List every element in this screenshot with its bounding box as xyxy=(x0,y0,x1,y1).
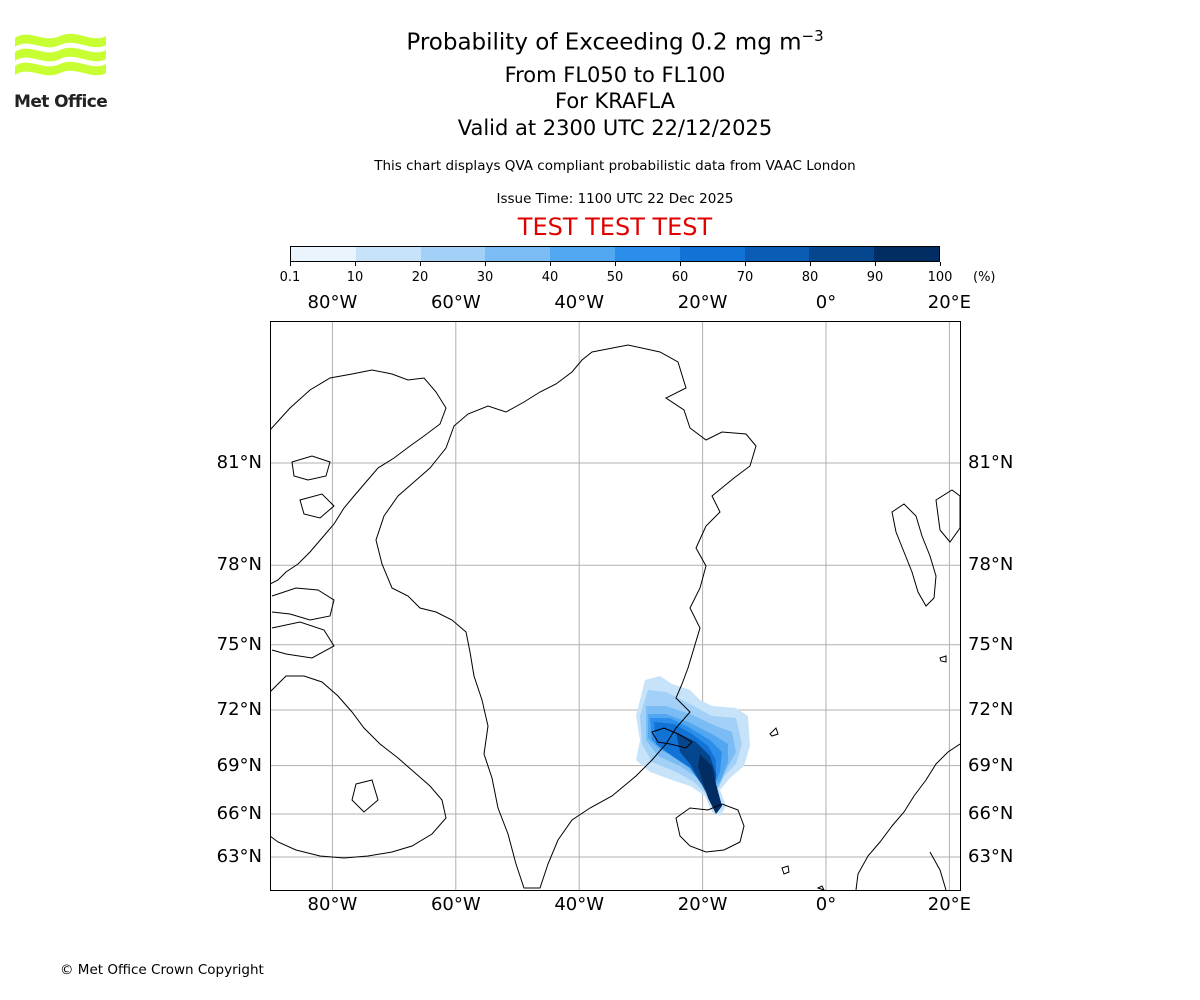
colorbar-tick-label: 20 xyxy=(411,270,429,285)
longitude-label: 80°W xyxy=(307,894,358,915)
colorbar-tick-label: 100 xyxy=(927,270,953,285)
coastline-fjords xyxy=(651,727,693,749)
colorbar-segment xyxy=(355,247,421,261)
graticule xyxy=(270,321,960,890)
copyright: © Met Office Crown Copyright xyxy=(60,962,264,978)
colorbar-segment xyxy=(744,247,810,261)
colorbar-tick-label: 60 xyxy=(671,270,689,285)
colorbar-tick-label: 30 xyxy=(476,270,494,285)
coastlines xyxy=(270,344,960,890)
title-prefix: Probability of Exceeding 0.2 mg m xyxy=(406,29,802,56)
test-banner: TEST TEST TEST xyxy=(517,213,713,241)
colorbar-tick-label: 40 xyxy=(541,270,559,285)
colorbar-tick-label: 80 xyxy=(801,270,819,285)
colorbar-segment xyxy=(809,247,875,261)
latitude-label: 81°N xyxy=(968,452,1014,473)
colorbar-segment xyxy=(291,247,356,261)
subtitle-levels: From FL050 to FL100 xyxy=(504,63,726,87)
colorbar-tick-mark xyxy=(419,262,421,266)
longitude-label: 40°W xyxy=(554,292,605,313)
longitude-label: 40°W xyxy=(554,894,605,915)
longitude-label: 20°E xyxy=(927,292,972,313)
longitude-label: 0° xyxy=(815,292,837,313)
colorbar-tick-mark xyxy=(874,262,876,266)
latitude-label: 72°N xyxy=(216,699,262,721)
ash-probability-plume xyxy=(636,676,750,816)
latitude-label: 63°N xyxy=(968,846,1014,867)
colorbar-tick-mark xyxy=(679,262,681,266)
longitude-label: 20°W xyxy=(677,894,728,915)
colorbar-segment xyxy=(420,247,486,261)
subtitle-valid-time: Valid at 2300 UTC 22/12/2025 xyxy=(457,116,773,140)
colorbar-segment xyxy=(485,247,551,261)
colorbar-tick-mark xyxy=(549,262,551,266)
longitude-label: 20°E xyxy=(927,894,972,915)
colorbar-segment xyxy=(550,247,615,261)
met-office-waves-icon xyxy=(15,33,106,76)
latitude-label: 78°N xyxy=(968,554,1014,576)
colorbar-tick-mark xyxy=(484,262,486,266)
chart-title: Probability of Exceeding 0.2 mg m−3 xyxy=(0,27,1200,56)
latitude-label: 69°N xyxy=(216,754,262,776)
latitude-label: 75°N xyxy=(216,633,262,655)
colorbar-tick-mark xyxy=(614,262,616,266)
colorbar xyxy=(290,246,940,262)
title-exponent: −3 xyxy=(801,27,824,45)
colorbar-tick-label: 70 xyxy=(736,270,754,285)
colorbar-tick-mark xyxy=(939,262,941,266)
colorbar-unit: (%) xyxy=(973,270,996,285)
colorbar-segment xyxy=(614,247,680,261)
met-office-logo: Met Office xyxy=(14,30,108,112)
colorbar-tick-label: 0.1 xyxy=(279,270,301,285)
issue-time: Issue Time: 1100 UTC 22 Dec 2025 xyxy=(496,191,734,207)
colorbar-tick-label: 50 xyxy=(606,270,624,285)
latitude-label: 81°N xyxy=(216,452,262,473)
colorbar-tick-mark xyxy=(289,262,291,266)
colorbar-tick-label: 90 xyxy=(866,270,884,285)
longitude-label: 60°W xyxy=(430,292,481,313)
latitude-label: 63°N xyxy=(216,846,262,867)
longitude-label: 0° xyxy=(815,894,837,915)
latitude-label: 78°N xyxy=(216,554,262,576)
colorbar-tick-mark xyxy=(354,262,356,266)
colorbar-tick-label: 10 xyxy=(346,270,364,285)
colorbar-tick-mark xyxy=(744,262,746,266)
logo-text: Met Office xyxy=(14,92,108,112)
subtitle-volcano: For KRAFLA xyxy=(555,89,675,113)
colorbar-tick-mark xyxy=(809,262,811,266)
latitude-label: 72°N xyxy=(968,699,1014,721)
latitude-label: 75°N xyxy=(968,633,1014,655)
latitude-label: 66°N xyxy=(968,802,1014,824)
colorbar-segment xyxy=(679,247,745,261)
longitude-label: 80°W xyxy=(307,292,358,313)
longitude-label: 20°W xyxy=(677,292,728,313)
colorbar-segment xyxy=(874,247,939,261)
latitude-label: 66°N xyxy=(216,802,262,824)
disclaimer: This chart displays QVA compliant probab… xyxy=(374,158,856,174)
map-frame xyxy=(270,321,961,891)
longitude-label: 60°W xyxy=(430,894,481,915)
latitude-label: 69°N xyxy=(968,754,1014,776)
